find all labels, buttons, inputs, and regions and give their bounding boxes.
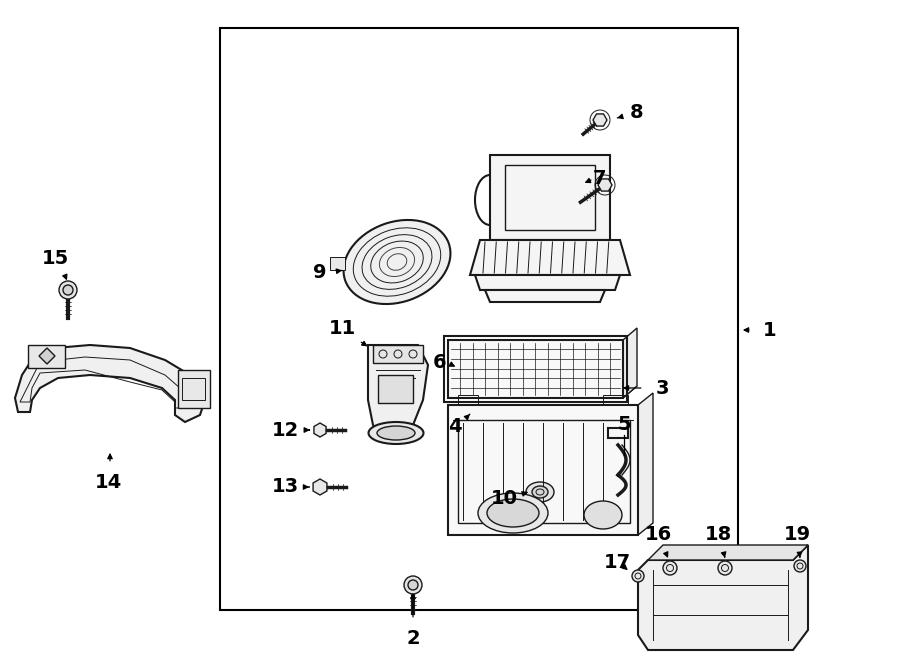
Polygon shape [490, 155, 610, 240]
Ellipse shape [344, 220, 451, 304]
Polygon shape [475, 275, 620, 290]
Circle shape [794, 560, 806, 572]
Text: 14: 14 [94, 473, 122, 491]
Polygon shape [638, 393, 653, 535]
Ellipse shape [526, 482, 554, 502]
Text: 1: 1 [763, 320, 777, 340]
Polygon shape [593, 114, 607, 126]
Text: 6: 6 [433, 352, 446, 371]
Ellipse shape [487, 499, 539, 527]
Polygon shape [448, 340, 623, 398]
Polygon shape [368, 345, 428, 440]
Ellipse shape [368, 422, 424, 444]
Polygon shape [39, 348, 55, 364]
Circle shape [404, 576, 422, 594]
Polygon shape [373, 345, 423, 363]
Text: 17: 17 [603, 553, 631, 571]
Circle shape [663, 561, 677, 575]
Text: 15: 15 [41, 248, 68, 267]
Ellipse shape [377, 426, 415, 440]
Polygon shape [598, 179, 612, 191]
Polygon shape [623, 328, 637, 398]
Polygon shape [314, 423, 326, 437]
Text: 18: 18 [705, 526, 732, 545]
Text: 10: 10 [491, 489, 518, 508]
Text: 12: 12 [272, 420, 299, 440]
Ellipse shape [478, 493, 548, 533]
Text: 11: 11 [328, 318, 356, 338]
Polygon shape [448, 386, 637, 398]
Text: 9: 9 [313, 263, 327, 281]
Text: 5: 5 [617, 416, 631, 434]
Polygon shape [648, 545, 808, 560]
Polygon shape [448, 405, 638, 535]
Circle shape [632, 570, 644, 582]
Circle shape [408, 580, 418, 590]
Polygon shape [470, 240, 630, 275]
Text: 13: 13 [272, 477, 299, 496]
Polygon shape [378, 375, 413, 403]
Polygon shape [178, 370, 210, 408]
Text: 3: 3 [655, 379, 669, 397]
Polygon shape [330, 257, 345, 270]
Polygon shape [15, 345, 205, 422]
Text: 19: 19 [783, 526, 811, 545]
Polygon shape [313, 479, 327, 495]
Text: 2: 2 [406, 628, 419, 647]
Polygon shape [638, 545, 808, 650]
Polygon shape [485, 290, 605, 302]
Text: 7: 7 [593, 169, 607, 187]
Circle shape [59, 281, 77, 299]
Text: 4: 4 [448, 418, 462, 436]
Text: 16: 16 [644, 526, 671, 545]
Text: 8: 8 [630, 103, 644, 122]
Ellipse shape [584, 501, 622, 529]
Circle shape [718, 561, 732, 575]
Circle shape [63, 285, 73, 295]
Polygon shape [28, 345, 65, 368]
Ellipse shape [532, 486, 548, 498]
